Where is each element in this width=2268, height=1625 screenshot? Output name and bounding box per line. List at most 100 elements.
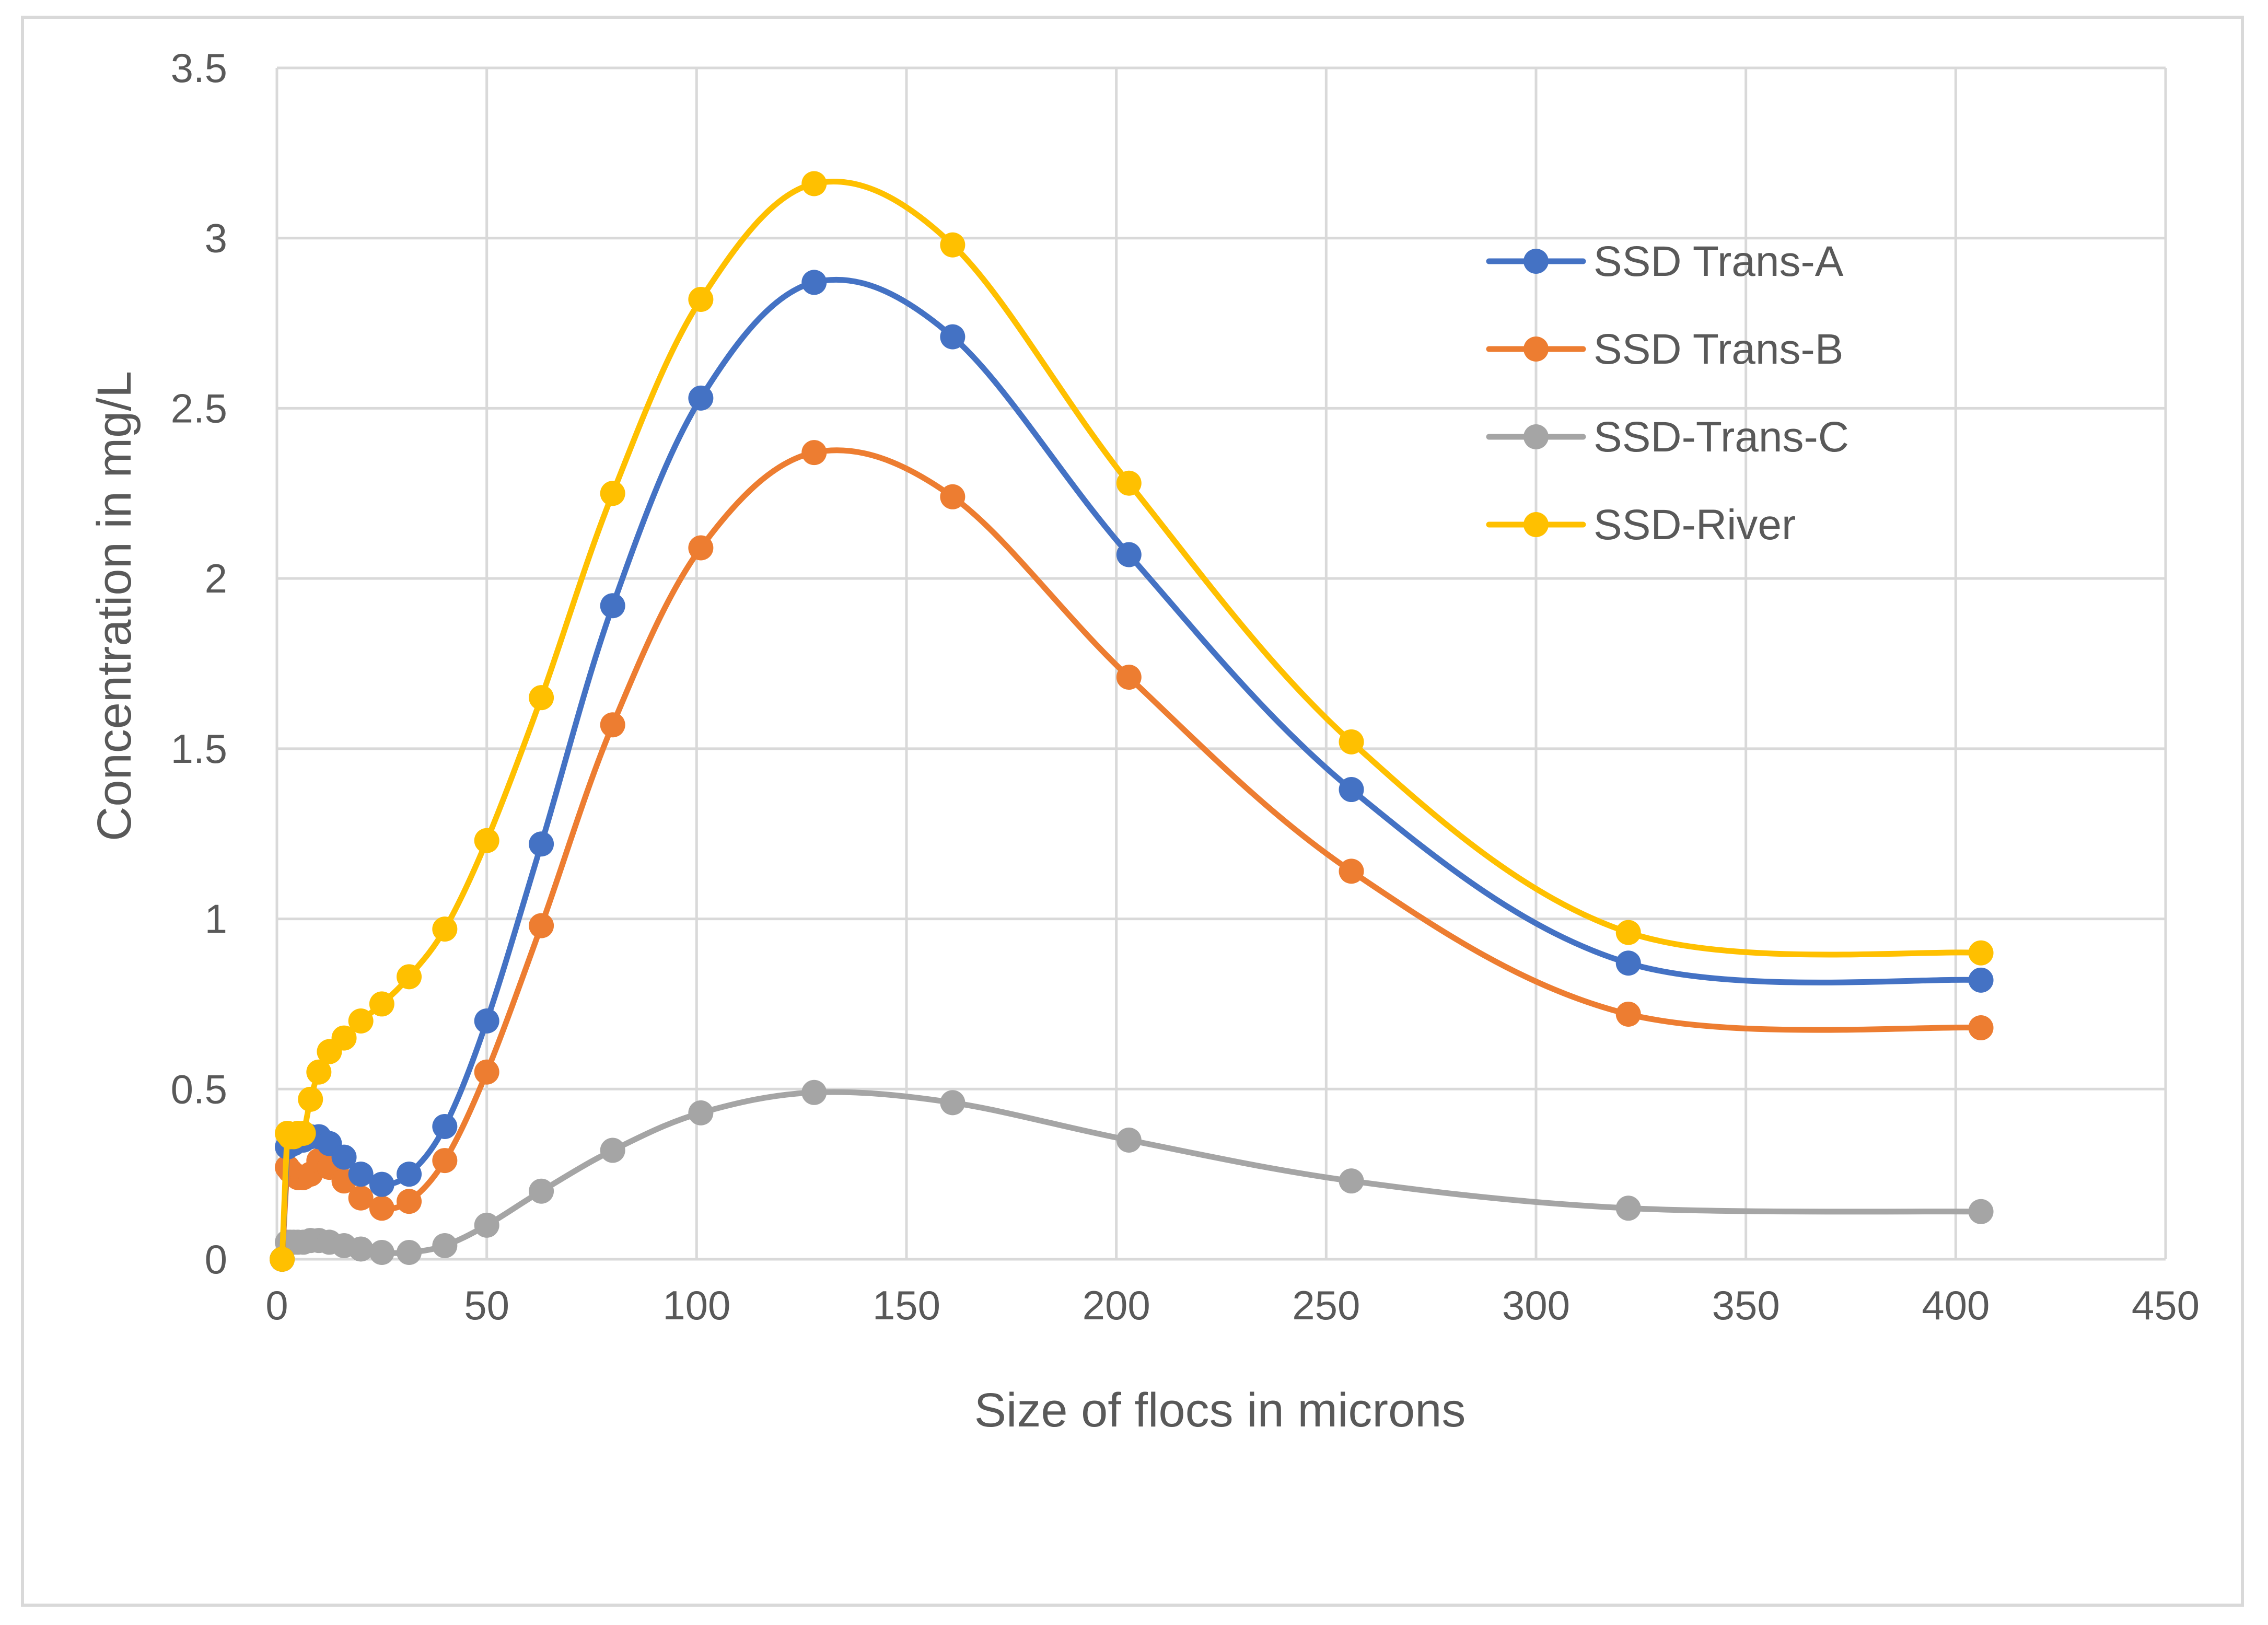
x-tick-label: 0 [265,1282,288,1328]
data-point-ssd-trans-b [432,1148,458,1174]
data-point-ssd-trans-a [331,1144,357,1170]
data-point-ssd-trans-a [529,831,554,857]
y-tick-label: 0 [205,1236,227,1282]
y-tick-label: 1.5 [171,726,227,772]
legend-label: SSD Trans-A [1594,238,1844,285]
data-point-ssd-trans-c [1615,1195,1641,1221]
series-ssd-river [270,171,1994,1272]
data-point-ssd-river [270,1247,295,1272]
data-point-ssd-river [432,916,458,942]
data-point-ssd-river [348,1008,374,1034]
data-point-ssd-trans-c [529,1178,554,1204]
data-point-ssd-trans-a [801,270,827,295]
data-point-ssd-trans-a [1615,950,1641,976]
legend-item-ssd-trans-b: SSD Trans-B [1486,326,1843,373]
x-tick-label: 350 [1712,1282,1780,1328]
data-point-ssd-trans-c [369,1239,394,1265]
data-point-ssd-river [474,828,499,853]
y-tick-label: 0.5 [171,1066,227,1112]
data-point-ssd-trans-a [688,385,714,411]
data-point-ssd-trans-c [1968,1199,1994,1224]
data-point-ssd-trans-b [474,1059,499,1085]
data-point-ssd-trans-c [397,1239,422,1265]
y-tick-label: 1 [205,896,227,942]
data-point-ssd-river [940,232,966,258]
data-point-ssd-trans-b [1615,1001,1641,1027]
data-point-ssd-trans-c [1116,1128,1142,1153]
data-point-ssd-trans-a [397,1162,422,1187]
data-point-ssd-trans-a [1968,967,1994,993]
x-tick-label: 100 [662,1282,730,1328]
data-point-ssd-trans-a [600,593,625,619]
data-point-ssd-trans-a [1339,777,1364,803]
x-axis-title: Size of flocs in microns [974,1384,1466,1437]
series-line-ssd-trans-c [279,1089,1984,1262]
x-axis-tick-labels: 0 50 100 150 200 250 300 350 400 450 [265,1282,2200,1328]
data-point-ssd-trans-c [432,1233,458,1258]
data-point-ssd-river [1968,940,1994,966]
series-layer [270,171,1994,1272]
data-point-ssd-trans-b [688,535,714,561]
x-tick-label: 150 [873,1282,940,1328]
x-tick-label: 50 [464,1282,509,1328]
series-ssd-trans-b [270,440,1994,1272]
data-point-ssd-trans-c [688,1100,714,1125]
data-point-ssd-trans-a [369,1171,394,1197]
grid-layer [275,66,2167,1261]
data-point-ssd-trans-c [600,1138,625,1163]
y-tick-label: 2 [205,555,227,601]
data-point-ssd-trans-b [397,1189,422,1214]
data-point-ssd-river [1615,920,1641,945]
data-point-ssd-trans-b [600,712,625,738]
data-point-ssd-trans-c [348,1236,374,1262]
legend-label: SSD-Trans-C [1594,413,1849,461]
y-tick-label: 3 [205,215,227,261]
data-point-ssd-trans-c [801,1080,827,1105]
data-point-ssd-trans-a [474,1008,499,1034]
y-axis-tick-labels: 0 0.5 1 1.5 2 2.5 3 3.5 [171,45,227,1282]
data-point-ssd-river [369,991,394,1017]
x-tick-label: 450 [2132,1282,2200,1328]
legend-marker [1523,249,1549,274]
data-point-ssd-trans-b [348,1185,374,1211]
x-tick-label: 250 [1292,1282,1360,1328]
data-point-ssd-trans-b [369,1195,394,1221]
data-point-ssd-trans-b [1968,1015,1994,1041]
data-point-ssd-river [801,171,827,196]
data-point-ssd-trans-a [432,1113,458,1139]
legend-item-ssd-trans-c: SSD-Trans-C [1486,413,1849,461]
data-point-ssd-river [688,286,714,312]
data-point-ssd-trans-a [940,324,966,350]
data-point-ssd-trans-a [348,1162,374,1187]
legend-label: SSD Trans-B [1594,326,1843,373]
x-tick-label: 400 [1922,1282,1990,1328]
x-tick-label: 200 [1083,1282,1150,1328]
data-point-ssd-trans-c [940,1090,966,1116]
y-tick-label: 3.5 [171,45,227,91]
data-point-ssd-trans-a [1116,542,1142,567]
data-point-ssd-river [290,1120,316,1146]
data-point-ssd-river [331,1025,357,1051]
data-point-ssd-trans-b [940,484,966,509]
data-point-ssd-trans-b [1116,665,1142,690]
series-ssd-trans-c [270,1080,1994,1272]
data-point-ssd-river [1339,729,1364,755]
x-tick-label: 300 [1502,1282,1570,1328]
data-point-ssd-trans-c [1339,1168,1364,1194]
legend-item-ssd-river: SSD-River [1486,501,1796,549]
legend-marker [1523,424,1549,449]
data-point-ssd-river [397,964,422,990]
legend-marker [1523,512,1549,537]
data-point-ssd-river [600,481,625,506]
legend-label: SSD-River [1594,501,1796,549]
data-point-ssd-trans-b [529,913,554,938]
legend-item-ssd-trans-a: SSD Trans-A [1486,238,1844,285]
data-point-ssd-trans-b [1339,858,1364,884]
data-point-ssd-trans-c [474,1212,499,1238]
data-point-ssd-river [306,1059,332,1085]
y-tick-label: 2.5 [171,385,227,431]
y-axis-title: Concentration in mg/L [88,371,141,841]
chart-frame [21,16,2244,1607]
legend-marker [1523,336,1549,362]
